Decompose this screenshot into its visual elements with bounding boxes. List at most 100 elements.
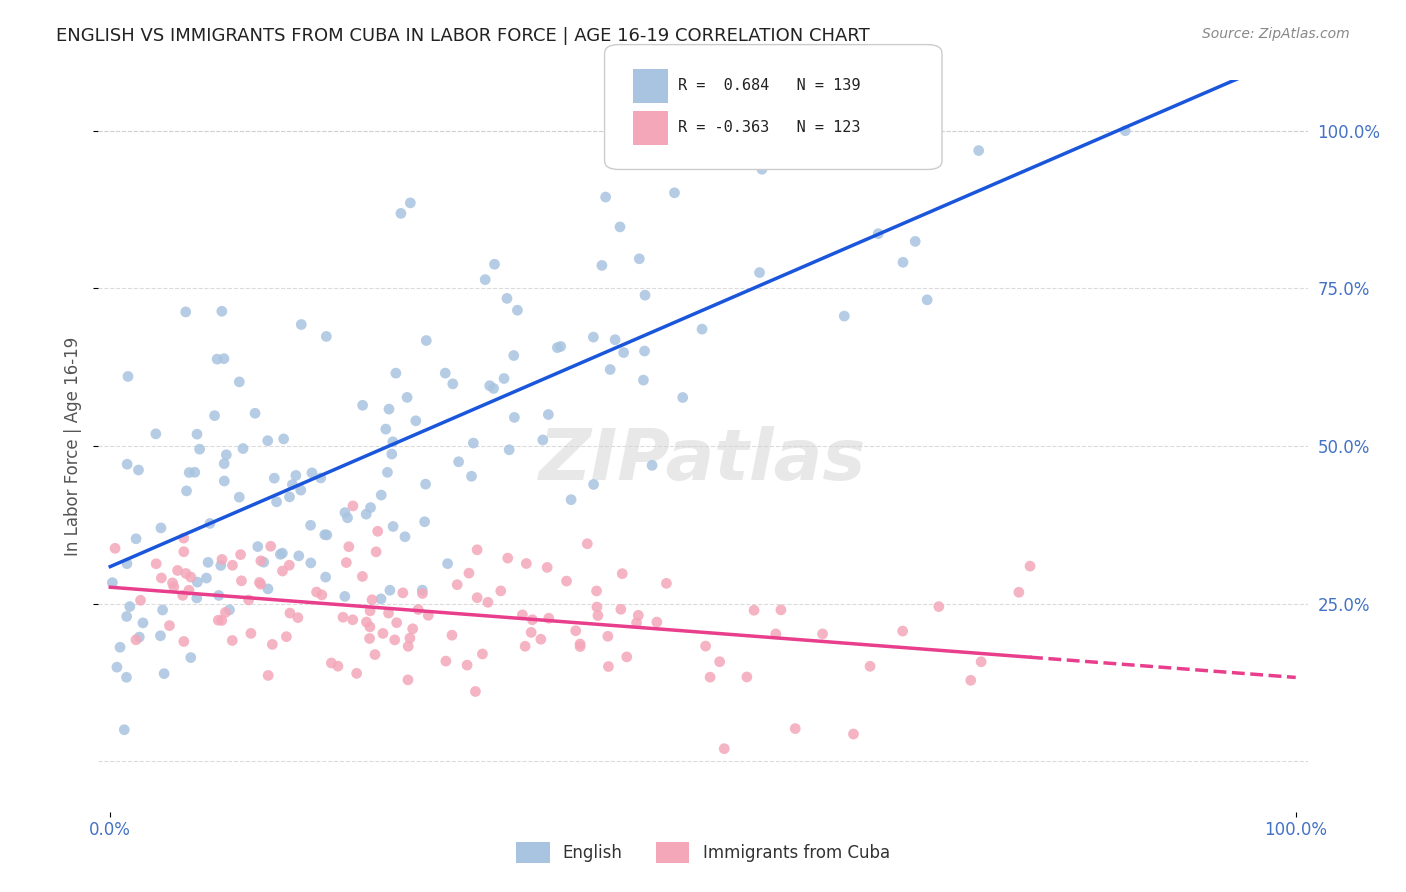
Point — [506, 303, 529, 318]
Point — [269, 547, 291, 561]
Point — [239, 626, 262, 640]
Point — [612, 566, 634, 581]
Point — [243, 406, 266, 420]
Point — [382, 519, 405, 533]
Point — [179, 466, 201, 480]
Point — [342, 613, 364, 627]
Point — [108, 640, 131, 655]
Point — [769, 603, 792, 617]
Point — [582, 477, 605, 491]
Point — [582, 330, 605, 344]
Point — [115, 557, 138, 571]
Point — [356, 615, 378, 629]
Point — [262, 637, 284, 651]
Point — [569, 640, 592, 654]
Point — [402, 622, 425, 636]
Point — [315, 329, 337, 343]
Point — [959, 673, 981, 688]
Point — [441, 376, 464, 391]
Point — [536, 560, 558, 574]
Point — [228, 375, 250, 389]
Point — [115, 609, 138, 624]
Point — [489, 583, 512, 598]
Point — [785, 722, 807, 736]
Point — [352, 398, 374, 412]
Point — [117, 369, 139, 384]
Point — [399, 631, 422, 645]
Point — [305, 585, 328, 599]
Point — [735, 670, 758, 684]
Point — [415, 477, 437, 491]
Point — [173, 531, 195, 545]
Point — [474, 272, 496, 286]
Point — [520, 625, 543, 640]
Point — [377, 606, 399, 620]
Point — [610, 602, 633, 616]
Point — [522, 613, 544, 627]
Point — [281, 477, 304, 491]
Point — [471, 647, 494, 661]
Point — [186, 591, 208, 605]
Point — [377, 466, 399, 480]
Point — [132, 615, 155, 630]
Point — [613, 345, 636, 359]
Point — [537, 408, 560, 422]
Point — [129, 593, 152, 607]
Point — [586, 600, 609, 615]
Point — [299, 556, 322, 570]
Point — [713, 741, 735, 756]
Point — [405, 414, 427, 428]
Point — [260, 539, 283, 553]
Point — [434, 366, 457, 380]
Text: ZIPatlas: ZIPatlas — [540, 426, 866, 495]
Point — [503, 410, 526, 425]
Point — [370, 591, 392, 606]
Point — [598, 659, 620, 673]
Y-axis label: In Labor Force | Age 16-19: In Labor Force | Age 16-19 — [65, 336, 83, 556]
Point — [112, 723, 135, 737]
Point — [859, 659, 882, 673]
Point — [215, 448, 238, 462]
Point — [842, 727, 865, 741]
Point — [125, 532, 148, 546]
Point — [166, 564, 188, 578]
Point — [256, 434, 278, 448]
Point — [591, 259, 613, 273]
Point — [915, 293, 938, 307]
Point — [384, 632, 406, 647]
Point — [891, 624, 914, 639]
Point — [599, 362, 621, 376]
Point — [868, 227, 890, 241]
Point — [104, 541, 127, 556]
Point — [396, 391, 419, 405]
Point — [389, 206, 412, 220]
Point — [354, 507, 377, 521]
Point — [125, 632, 148, 647]
Point — [1114, 124, 1136, 138]
Point — [690, 322, 713, 336]
Point — [364, 648, 387, 662]
Point — [115, 670, 138, 684]
Point — [337, 540, 360, 554]
Point — [153, 666, 176, 681]
Point — [214, 474, 236, 488]
Point — [221, 558, 243, 573]
Point — [197, 555, 219, 569]
Point — [360, 500, 382, 515]
Point — [374, 422, 396, 436]
Point — [498, 442, 520, 457]
Point — [546, 341, 568, 355]
Text: R = -0.363   N = 123: R = -0.363 N = 123 — [678, 120, 860, 135]
Point — [335, 556, 357, 570]
Point — [284, 468, 307, 483]
Point — [392, 586, 415, 600]
Point — [465, 591, 488, 605]
Point — [482, 382, 505, 396]
Point — [212, 457, 235, 471]
Point — [176, 483, 198, 498]
Point — [446, 577, 468, 591]
Point — [564, 624, 586, 638]
Point — [765, 627, 787, 641]
Point — [627, 608, 650, 623]
Point — [595, 190, 617, 204]
